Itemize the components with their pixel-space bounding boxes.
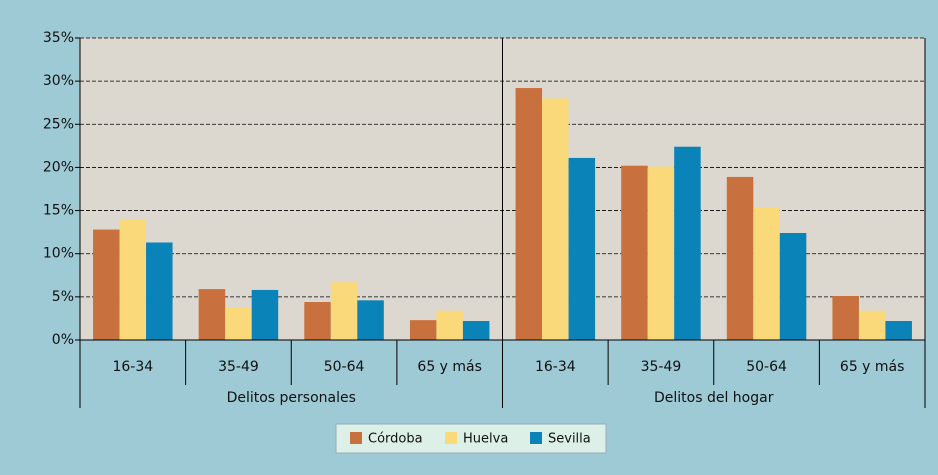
bar (357, 300, 384, 340)
x-tick-label: 35-49 (641, 359, 682, 375)
y-tick-label: 20% (43, 159, 74, 175)
legend-swatch (445, 432, 457, 444)
x-tick-label: 65 y más (417, 359, 482, 375)
bar (832, 295, 859, 340)
bar (225, 307, 252, 340)
y-tick-label: 5% (52, 289, 74, 305)
group-label: Delitos personales (227, 390, 356, 406)
bar (542, 98, 569, 341)
bar (436, 310, 463, 340)
bar (753, 207, 780, 340)
y-tick-label: 25% (43, 116, 74, 132)
x-tick-label: 65 y más (840, 359, 905, 375)
bar (568, 157, 596, 340)
bar (251, 289, 279, 340)
bar (93, 229, 120, 340)
group-label: Delitos del hogar (654, 390, 774, 406)
bar (674, 146, 701, 340)
legend (335, 423, 607, 454)
legend-swatch (530, 432, 542, 444)
legend-label: Córdoba (368, 432, 423, 447)
bar (779, 233, 807, 340)
bar (885, 321, 912, 340)
y-tick-label: 30% (43, 73, 74, 89)
y-tick-label: 35% (43, 30, 74, 46)
bar (726, 176, 754, 340)
x-tick-label: 16-34 (112, 359, 153, 375)
bar (515, 88, 543, 340)
y-tick-label: 0% (52, 332, 74, 348)
bar (462, 321, 490, 340)
bar (858, 310, 886, 340)
bar (621, 165, 648, 340)
y-tick-label: 15% (43, 203, 74, 219)
bar (330, 282, 358, 340)
x-tick-label: 50-64 (324, 359, 365, 375)
y-tick-label: 10% (43, 246, 74, 262)
bar (146, 242, 173, 340)
bar (304, 302, 331, 340)
bar (409, 320, 437, 340)
x-tick-label: 50-64 (746, 359, 787, 375)
x-tick-label: 16-34 (535, 359, 576, 375)
legend-label: Sevilla (548, 432, 591, 447)
x-tick-label: 35-49 (218, 359, 259, 375)
bar (198, 289, 226, 340)
legend-swatch (350, 432, 362, 444)
legend-label: Huelva (463, 432, 508, 447)
bar (119, 219, 147, 340)
bar (647, 166, 675, 340)
